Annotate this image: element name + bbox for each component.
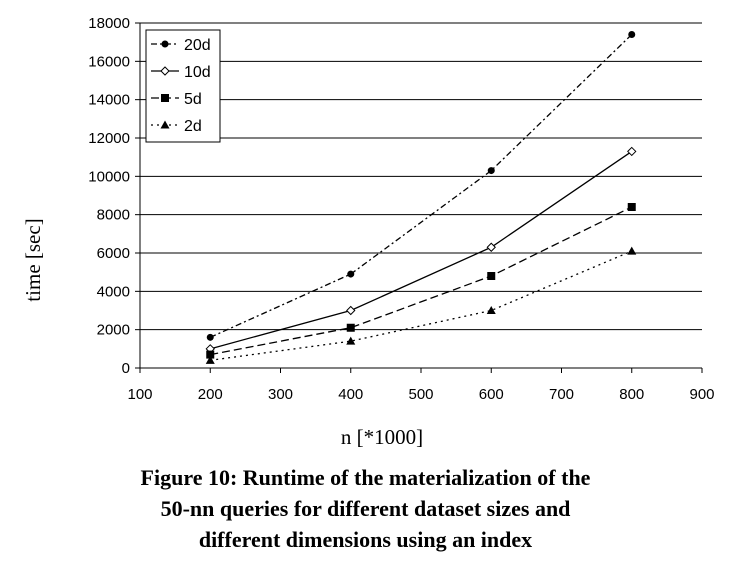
x-tick-label: 400 — [338, 386, 363, 403]
data-point-10d — [346, 305, 356, 316]
x-tick-label: 900 — [689, 386, 714, 403]
series-line-20d — [209, 34, 633, 338]
series-2d — [205, 246, 637, 364]
y-tick-label: 16000 — [88, 53, 130, 70]
gridlines — [140, 22, 702, 331]
data-point-2d — [627, 246, 637, 255]
legend-marker — [161, 94, 169, 102]
data-point-20d — [628, 31, 636, 38]
data-point-5d — [627, 203, 636, 211]
data-point-10d — [486, 242, 496, 252]
x-tick-label: 200 — [198, 386, 223, 403]
data-point-5d — [487, 272, 496, 280]
y-tick-label: 6000 — [97, 245, 130, 262]
y-axis-title: time [sec] — [21, 218, 45, 301]
data-point-2d — [346, 336, 356, 345]
legend-item-10d: 10d — [151, 64, 211, 81]
legend-label: 20d — [184, 37, 211, 54]
legend-item-2d: 2d — [151, 118, 202, 135]
legend-item-20d: 20d — [151, 37, 211, 54]
data-point-2d — [205, 355, 215, 364]
y-tick-label: 12000 — [88, 130, 130, 147]
axes — [135, 22, 703, 373]
series-5d — [206, 203, 636, 359]
figure-caption: Figure 10: Runtime of the materializatio… — [0, 462, 731, 555]
series-20d — [206, 31, 636, 341]
y-tick-label: 18000 — [88, 15, 130, 32]
series-line-2d — [210, 250, 633, 361]
legend-label: 10d — [184, 64, 211, 81]
series-line-5d — [210, 206, 633, 356]
legend-marker — [160, 66, 170, 76]
x-tick-label: 800 — [619, 386, 644, 403]
x-axis-title: n [*1000] — [341, 425, 423, 449]
legend-label: 2d — [184, 118, 202, 135]
data-point-5d — [206, 350, 215, 359]
legend-box — [145, 29, 221, 143]
data-point-2d — [486, 306, 496, 314]
tick-labels: 0 2000 4000 6000 8000 10000 12000 14000 16000 180… — [88, 15, 714, 403]
y-tick-label: 2000 — [97, 322, 130, 339]
line-chart: 0 2000 4000 6000 8000 10000 12000 14000 16000 180… — [21, 15, 715, 449]
x-tick-label: 300 — [268, 386, 293, 403]
caption-line-3: different dimensions using an index — [198, 527, 533, 552]
legend-item-5d: 5d — [151, 91, 202, 108]
data-point-5d — [346, 323, 355, 332]
series-line-10d — [210, 150, 633, 350]
x-tick-label: 600 — [479, 386, 504, 403]
caption-line-1: Figure 10: Runtime of the materializatio… — [140, 465, 591, 490]
data-point-20d — [206, 333, 214, 341]
legend-marker — [160, 120, 170, 129]
y-tick-label: 0 — [122, 360, 130, 377]
data-point-20d — [487, 167, 495, 175]
data-point-20d — [347, 270, 355, 278]
legend-marker — [161, 40, 169, 48]
y-tick-label: 14000 — [88, 92, 130, 109]
data-point-10d — [627, 146, 637, 157]
caption-line-2: 50-nn queries for different dataset size… — [160, 496, 571, 521]
y-tick-label: 4000 — [97, 283, 130, 300]
x-tick-label: 700 — [549, 386, 574, 403]
y-tick-label: 10000 — [88, 168, 130, 185]
x-tick-label: 500 — [408, 386, 433, 403]
y-tick-label: 8000 — [97, 207, 130, 224]
series-10d — [205, 146, 637, 354]
legend: 20d 10d 5d 2d — [145, 29, 221, 143]
legend-label: 5d — [184, 91, 202, 108]
x-tick-label: 100 — [127, 386, 152, 403]
series-group — [205, 31, 637, 364]
